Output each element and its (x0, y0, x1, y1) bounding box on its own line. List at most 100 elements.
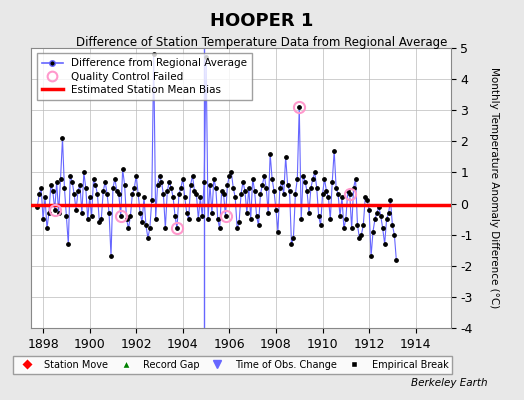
Point (369, 228, 377, 235)
Point (206, 182, 214, 188)
Point (37, 185, 46, 191)
Point (291, 191, 300, 198)
Point (345, 191, 354, 198)
Point (128, 191, 137, 198)
Point (72, 206, 80, 213)
Point (163, 188, 171, 194)
Point (357, 232, 366, 238)
Point (221, 213, 230, 219)
Point (171, 213, 179, 219)
Point (43, 225, 51, 232)
Point (126, 213, 135, 219)
Point (324, 194, 333, 200)
Point (196, 194, 204, 200)
Point (371, 216, 379, 222)
Point (320, 176, 329, 182)
Point (301, 178, 309, 185)
Point (352, 176, 360, 182)
Point (334, 191, 342, 198)
Point (215, 225, 224, 232)
Point (330, 148, 339, 154)
Point (107, 253, 115, 260)
Point (109, 185, 117, 191)
Point (272, 206, 280, 213)
Point (328, 178, 336, 185)
Point (142, 222, 150, 228)
Point (52, 178, 61, 185)
Point (266, 150, 275, 157)
Point (95, 219, 104, 226)
Point (35, 191, 43, 198)
Point (134, 191, 143, 198)
Point (101, 178, 110, 185)
Point (116, 213, 125, 219)
Point (121, 182, 129, 188)
Point (88, 213, 96, 219)
Point (68, 178, 77, 185)
Point (182, 210, 191, 216)
Text: HOOPER 1: HOOPER 1 (210, 12, 314, 30)
Point (237, 191, 245, 198)
Point (241, 188, 249, 194)
Point (253, 213, 261, 219)
Point (258, 182, 267, 188)
Point (41, 194, 49, 200)
Point (384, 210, 392, 216)
Text: Difference of Station Temperature Data from Regional Average: Difference of Station Temperature Data f… (77, 36, 447, 49)
Point (388, 222, 397, 228)
Point (235, 219, 243, 226)
Point (136, 210, 144, 216)
Point (115, 191, 123, 198)
Point (181, 194, 189, 200)
Point (347, 225, 356, 232)
Point (50, 206, 59, 213)
Point (90, 176, 98, 182)
Point (309, 176, 317, 182)
Point (390, 232, 399, 238)
Point (383, 216, 391, 222)
Point (322, 188, 331, 194)
Point (262, 185, 270, 191)
Point (200, 178, 209, 185)
Point (208, 210, 216, 216)
Point (223, 182, 232, 188)
Point (332, 185, 340, 191)
Point (194, 216, 203, 222)
Point (49, 188, 57, 194)
Point (33, 204, 41, 210)
Point (375, 204, 383, 210)
Point (161, 225, 170, 232)
Point (274, 228, 282, 235)
Point (132, 172, 140, 179)
Point (287, 241, 296, 247)
Point (256, 191, 265, 198)
Point (233, 225, 242, 232)
Point (157, 178, 166, 185)
Point (97, 216, 105, 222)
Point (210, 176, 218, 182)
Point (149, 51, 158, 58)
Point (76, 182, 84, 188)
Point (311, 169, 319, 176)
Point (140, 194, 148, 200)
Point (155, 172, 163, 179)
Point (295, 104, 303, 110)
Point (342, 216, 350, 222)
Point (124, 225, 133, 232)
Point (64, 241, 72, 247)
Point (212, 185, 220, 191)
Point (231, 194, 239, 200)
Point (367, 253, 375, 260)
Point (278, 178, 286, 185)
Point (243, 210, 251, 216)
Point (319, 191, 327, 198)
Point (82, 185, 90, 191)
Point (363, 197, 372, 204)
Point (58, 135, 67, 142)
Point (283, 182, 292, 188)
Point (286, 188, 294, 194)
Point (361, 194, 369, 200)
Point (202, 54, 210, 60)
Y-axis label: Monthly Temperature Anomaly Difference (°C): Monthly Temperature Anomaly Difference (… (489, 67, 499, 309)
Point (167, 185, 176, 191)
